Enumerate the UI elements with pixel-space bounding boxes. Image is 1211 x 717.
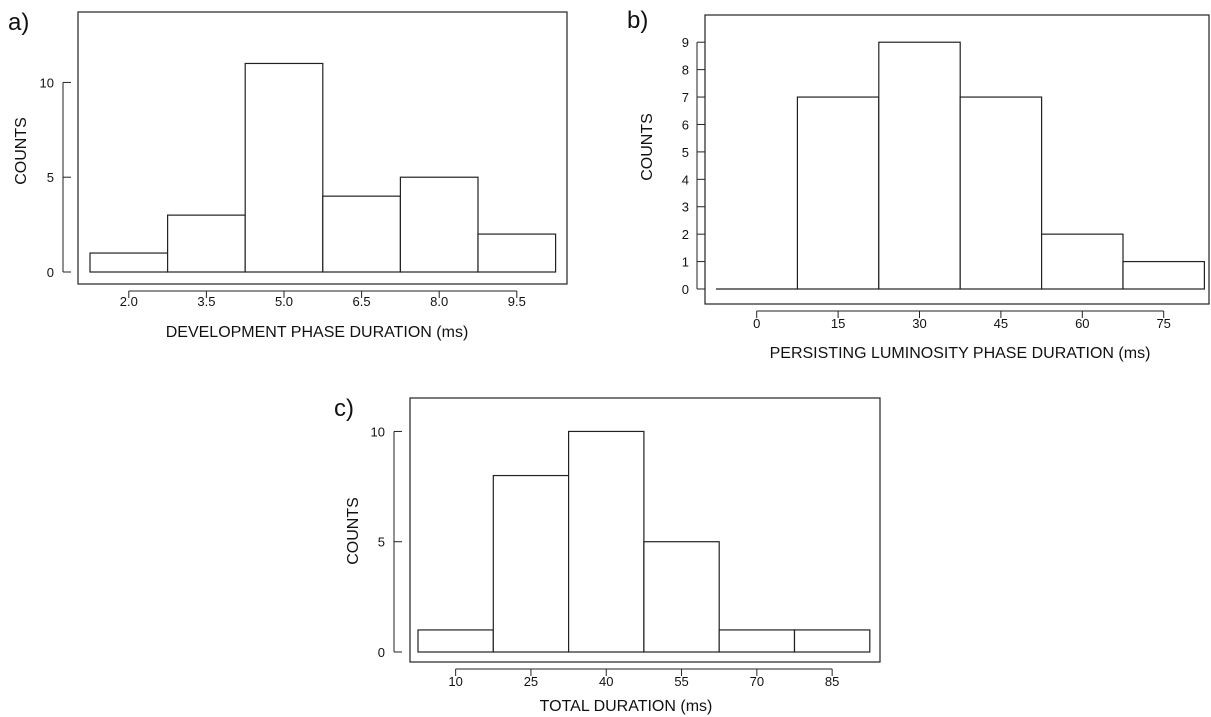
x-tick-label: 5.0 (275, 294, 293, 309)
histogram-bar (643, 541, 720, 653)
plot-frame (77, 11, 568, 285)
y-tick-label: 8 (682, 63, 689, 78)
histogram-bar (492, 474, 570, 653)
y-tick-label: 6 (682, 117, 689, 132)
y-tick-label: 0 (378, 645, 385, 660)
y-tick-label: 9 (682, 35, 689, 50)
y-tick-label: 0 (682, 282, 689, 297)
y-tick-label: 3 (682, 200, 689, 215)
histogram-bar (718, 629, 796, 653)
x-tick-label: 85 (825, 674, 839, 689)
y-axis-label: COUNTS (345, 497, 362, 565)
histogram-bar (167, 214, 246, 273)
histogram-bar (959, 96, 1043, 290)
histogram-bar (1122, 260, 1206, 290)
x-tick-label: 75 (1156, 316, 1170, 331)
plot-frame (704, 14, 1210, 305)
x-tick-label: 60 (1075, 316, 1089, 331)
x-tick-label: 55 (674, 674, 688, 689)
x-tick-label: 2.0 (120, 294, 138, 309)
y-tick-label: 2 (682, 227, 689, 242)
histogram-bar (793, 629, 871, 653)
y-tick-label: 10 (371, 424, 385, 439)
panel-label: c) (334, 395, 354, 422)
x-axis-label: DEVELOPMENT PHASE DURATION (ms) (166, 324, 469, 341)
chart-panel: c) 0 5 10 10 25 40 55 70 85 TOTAL DURATION (ms) COU… (334, 395, 881, 715)
histogram-bar (417, 629, 494, 653)
y-axis-label: COUNTS (639, 113, 656, 181)
histogram-bar (89, 252, 169, 273)
x-tick-label: 15 (831, 316, 845, 331)
panel-label: a) (8, 9, 29, 36)
x-tick-label: 0 (753, 316, 760, 331)
y-tick-label: 0 (47, 265, 54, 280)
panel-label: b) (627, 7, 648, 34)
x-tick-label: 25 (524, 674, 538, 689)
y-tick-label: 4 (682, 172, 689, 187)
y-tick-label: 7 (682, 90, 689, 105)
y-tick-label: 5 (682, 145, 689, 160)
x-tick-label: 9.5 (508, 294, 526, 309)
histogram-bar (477, 233, 557, 273)
x-tick-label: 10 (448, 674, 462, 689)
y-tick-label: 10 (40, 75, 54, 90)
y-tick-label: 5 (378, 535, 385, 550)
y-tick-label: 1 (682, 255, 689, 270)
x-tick-label: 6.5 (353, 294, 371, 309)
chart-panel: a) 0 5 10 2.0 3.5 5.0 6.5 8.0 9.5 DEVELOPMENT PHAS… (8, 9, 568, 341)
histogram-bar (796, 96, 880, 290)
histogram-bar (399, 176, 479, 273)
histogram-bar (878, 41, 961, 290)
x-tick-label: 40 (599, 674, 613, 689)
x-tick-label: 70 (750, 674, 764, 689)
x-tick-label: 30 (912, 316, 926, 331)
x-tick-label: 8.0 (430, 294, 448, 309)
histogram-bar (567, 430, 645, 653)
x-axis-label: TOTAL DURATION (ms) (540, 698, 713, 715)
plot-frame (409, 397, 881, 663)
histogram-bar (322, 195, 401, 273)
histogram-bar (244, 62, 324, 273)
x-tick-label: 45 (994, 316, 1008, 331)
x-axis-label: PERSISTING LUMINOSITY PHASE DURATION (ms… (770, 345, 1151, 362)
y-axis-label: COUNTS (13, 117, 30, 185)
histogram-bar (1040, 233, 1124, 290)
x-tick-label: 3.5 (197, 294, 215, 309)
y-tick-label: 5 (47, 170, 54, 185)
